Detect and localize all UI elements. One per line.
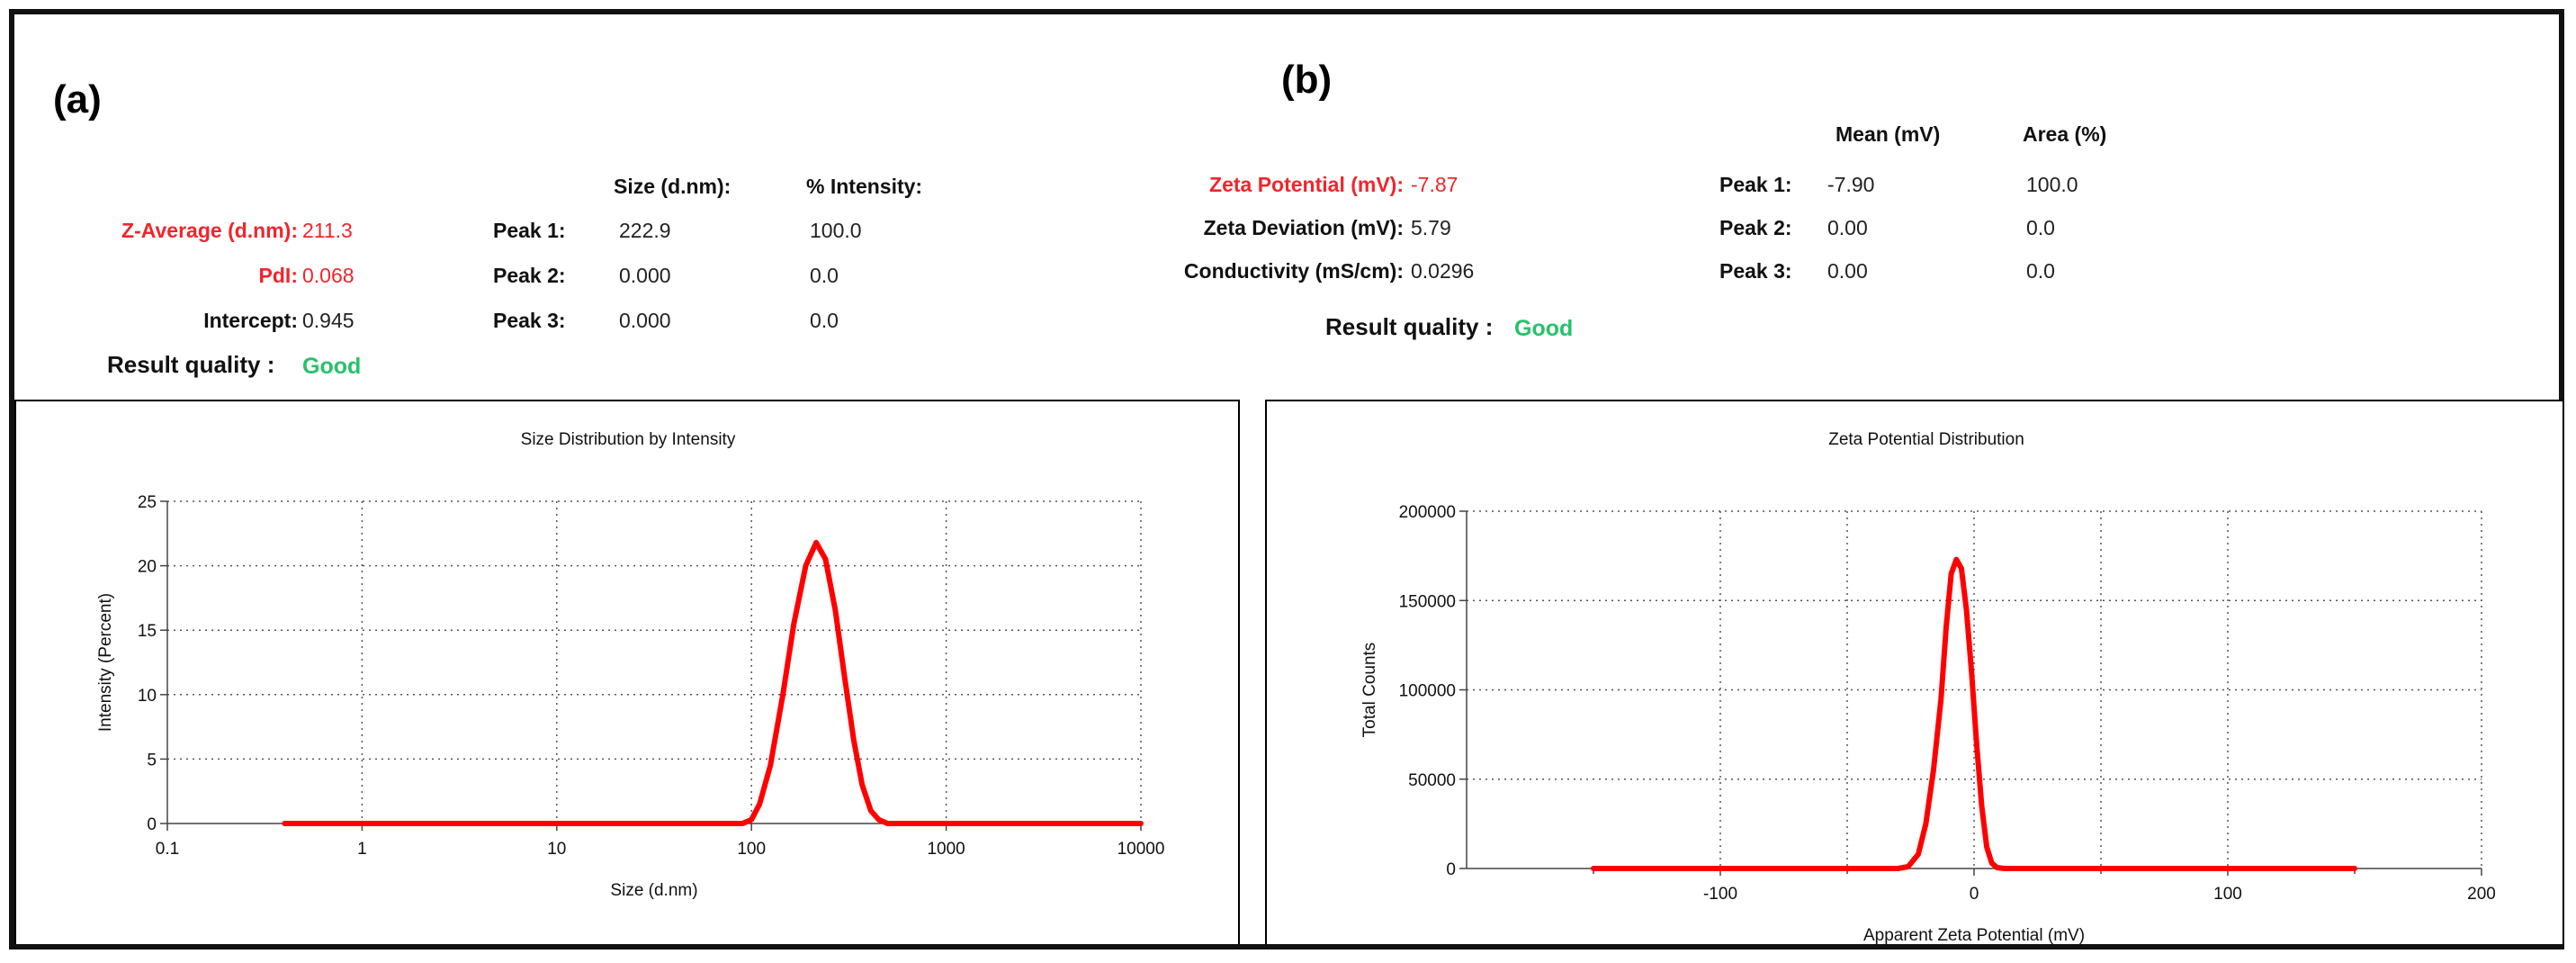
result-quality-value: Good bbox=[302, 354, 362, 379]
size-distribution-chart: Size Distribution by Intensity 0 5 10 15 20 25… bbox=[14, 400, 1240, 944]
x-tick-label: 1 bbox=[357, 840, 367, 859]
size-column-header: Size (d.nm): bbox=[614, 175, 732, 198]
x-tick-label: 0 bbox=[1970, 885, 1979, 904]
result-quality-label-b: Result quality : bbox=[1325, 313, 1494, 340]
panel-b-label: (b) bbox=[1281, 58, 1333, 102]
figure-frame: (a) Size (d.nm): % Intensity: Z-Average … bbox=[9, 9, 2564, 950]
zeta-deviation-label: Zeta Deviation (mV): bbox=[1203, 216, 1404, 239]
peak-1-mean: -7.90 bbox=[1827, 173, 1875, 196]
x-tick-label: 100 bbox=[737, 840, 766, 859]
peak-2-size: 0.000 bbox=[619, 264, 671, 287]
z-average-label: Z-Average (d.nm): bbox=[121, 219, 298, 242]
pdi-value: 0.068 bbox=[302, 264, 355, 287]
panel-b: (b) Mean (mV) Area (%) Zeta Potential (m… bbox=[1184, 14, 2564, 945]
peak-3-intensity: 0.0 bbox=[810, 309, 839, 332]
x-tick-label: 10 bbox=[547, 840, 566, 859]
peak-3-mean: 0.00 bbox=[1827, 259, 1868, 283]
y-tick-label: 0 bbox=[1446, 860, 1456, 879]
intercept-value: 0.945 bbox=[302, 309, 355, 332]
x-axis-label: Size (d.nm) bbox=[610, 881, 697, 900]
peak-3-label-b: Peak 3: bbox=[1719, 259, 1792, 283]
zeta-potential-label: Zeta Potential (mV): bbox=[1209, 173, 1404, 196]
panel-a: (a) Size (d.nm): % Intensity: Z-Average … bbox=[14, 14, 1247, 944]
peak-2-label-b: Peak 2: bbox=[1719, 216, 1792, 239]
chart-title: Zeta Potential Distribution bbox=[1828, 430, 2024, 449]
x-axis-label: Apparent Zeta Potential (mV) bbox=[1863, 926, 2085, 944]
x-tick-label: 10000 bbox=[1117, 840, 1165, 859]
peak-1-label: Peak 1: bbox=[493, 219, 566, 242]
peak-1-intensity: 100.0 bbox=[810, 219, 862, 242]
y-axis-label: Total Counts bbox=[1360, 643, 1379, 738]
zeta-potential-value: -7.87 bbox=[1411, 173, 1459, 196]
y-tick-label: 20 bbox=[138, 558, 157, 577]
result-quality-value-b: Good bbox=[1514, 316, 1574, 341]
area-column-header: Area (%) bbox=[2023, 122, 2107, 146]
peak-1-area: 100.0 bbox=[2026, 173, 2078, 196]
y-tick-label: 0 bbox=[147, 815, 157, 834]
y-tick-label: 5 bbox=[147, 751, 157, 770]
y-tick-label: 25 bbox=[138, 493, 157, 512]
peak-2-label: Peak 2: bbox=[493, 264, 566, 287]
zeta-distribution-chart: Zeta Potential Distribution 0 50000 100000 1… bbox=[1265, 400, 2564, 945]
peak-2-mean: 0.00 bbox=[1827, 216, 1868, 239]
y-tick-label: 200000 bbox=[1399, 503, 1456, 522]
x-tick-label: -100 bbox=[1703, 885, 1737, 904]
x-tick-label: 0.1 bbox=[156, 840, 179, 859]
y-tick-label: 100000 bbox=[1399, 682, 1456, 701]
peak-1-label-b: Peak 1: bbox=[1719, 173, 1792, 196]
x-tick-label: 200 bbox=[2467, 885, 2496, 904]
x-tick-label: 1000 bbox=[927, 840, 965, 859]
peak-2-intensity: 0.0 bbox=[810, 264, 839, 287]
y-tick-label: 150000 bbox=[1399, 592, 1456, 611]
x-tick-label: 100 bbox=[2213, 885, 2242, 904]
peak-1-size: 222.9 bbox=[619, 219, 671, 242]
mean-column-header: Mean (mV) bbox=[1836, 122, 1941, 146]
size-distribution-svg: Size Distribution by Intensity 0 5 10 15 20 25… bbox=[96, 430, 1165, 900]
pdi-label: PdI: bbox=[258, 264, 298, 287]
series-line bbox=[1591, 556, 2357, 871]
peak-3-area: 0.0 bbox=[2026, 259, 2055, 283]
zeta-distribution-svg: Zeta Potential Distribution 0 50000 100000 1… bbox=[1360, 430, 2496, 945]
intercept-label: Intercept: bbox=[203, 309, 298, 332]
peak-3-label: Peak 3: bbox=[493, 309, 566, 332]
peak-2-area: 0.0 bbox=[2026, 216, 2055, 239]
chart-title: Size Distribution by Intensity bbox=[521, 430, 736, 449]
peak-3-size: 0.000 bbox=[619, 309, 671, 332]
result-quality-label: Result quality : bbox=[107, 351, 275, 378]
y-tick-label: 15 bbox=[138, 622, 157, 641]
intensity-column-header: % Intensity: bbox=[806, 175, 923, 198]
y-tick-label: 50000 bbox=[1408, 771, 1456, 790]
panel-a-label: (a) bbox=[53, 77, 102, 122]
y-axis-label: Intensity (Percent) bbox=[96, 593, 115, 732]
z-average-value: 211.3 bbox=[302, 219, 353, 242]
zeta-deviation-value: 5.79 bbox=[1411, 216, 1451, 239]
conductivity-label: Conductivity (mS/cm): bbox=[1183, 259, 1404, 283]
conductivity-value: 0.0296 bbox=[1411, 259, 1475, 283]
y-tick-label: 10 bbox=[138, 687, 157, 706]
series-line bbox=[282, 539, 1144, 826]
